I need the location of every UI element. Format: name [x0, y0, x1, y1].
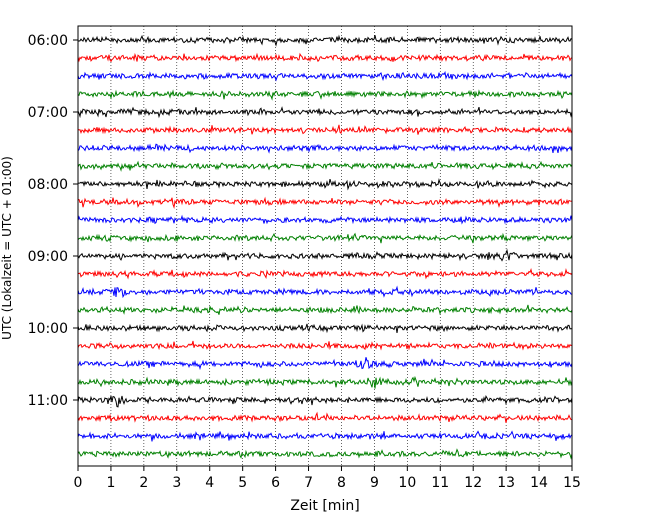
seismogram-trace — [77, 89, 573, 101]
seismogram-trace — [77, 106, 573, 119]
seismogram-trace — [77, 340, 573, 351]
y-axis-label: UTC (Lokalzeit = UTC + 01:00) — [0, 156, 14, 340]
seismogram-trace — [77, 52, 573, 63]
x-axis-label: Zeit [min] — [290, 498, 359, 514]
seismogram-trace — [77, 214, 573, 225]
x-tick-label: 3 — [172, 475, 181, 491]
seismogram-trace — [77, 248, 573, 262]
x-tick-label: 12 — [464, 475, 482, 491]
seismogram-trace — [77, 34, 573, 47]
y-tick-label: 10:00 — [28, 321, 68, 337]
seismogram-trace — [77, 177, 573, 191]
x-tick-label: 10 — [398, 475, 416, 491]
x-tick-label: 11 — [431, 475, 449, 491]
x-axis-ticks: 0 1 2 3 4 5 6 7 8 9 10 11 12 13 14 15 — [74, 466, 581, 491]
seismogram-trace — [77, 357, 573, 371]
seismogram-trace — [77, 143, 573, 154]
seismogram-trace — [77, 323, 572, 334]
x-tick-label: 9 — [370, 475, 379, 491]
x-tick-label: 0 — [74, 475, 83, 491]
y-tick-label: 07:00 — [28, 105, 68, 121]
seismogram-trace — [77, 448, 573, 460]
x-tick-label: 15 — [563, 475, 581, 491]
seismogram-trace — [77, 395, 573, 408]
seismogram-traces — [77, 34, 573, 460]
plot-frame — [77, 25, 573, 467]
y-tick-label: 09:00 — [28, 249, 68, 265]
seismogram-trace — [77, 375, 573, 389]
seismogram-trace — [77, 196, 573, 209]
x-tick-label: 1 — [106, 475, 115, 491]
x-tick-label: 2 — [139, 475, 148, 491]
x-tick-label: 14 — [530, 475, 548, 491]
seismogram-trace — [77, 267, 573, 280]
y-tick-label: 08:00 — [28, 177, 68, 193]
seismogram-trace — [77, 285, 573, 299]
y-axis-ticks: 06:00 07:00 08:00 09:00 10:00 11:00 — [28, 33, 78, 409]
x-tick-label: 4 — [205, 475, 214, 491]
x-tick-label: 7 — [304, 475, 313, 491]
x-tick-label: 6 — [271, 475, 280, 491]
seismogram-trace — [77, 232, 573, 244]
y-tick-label: 11:00 — [28, 393, 68, 409]
x-tick-label: 8 — [337, 475, 346, 491]
seismogram-trace — [77, 430, 573, 442]
y-tick-label: 06:00 — [28, 33, 68, 49]
seismogram-trace — [77, 70, 573, 82]
seismogram-trace — [77, 160, 573, 172]
seismogram-trace — [77, 304, 573, 316]
seismogram-trace — [77, 124, 573, 135]
grid-lines — [110, 26, 540, 466]
x-tick-label: 5 — [238, 475, 247, 491]
seismogram-trace — [77, 411, 573, 423]
x-tick-label: 13 — [497, 475, 515, 491]
